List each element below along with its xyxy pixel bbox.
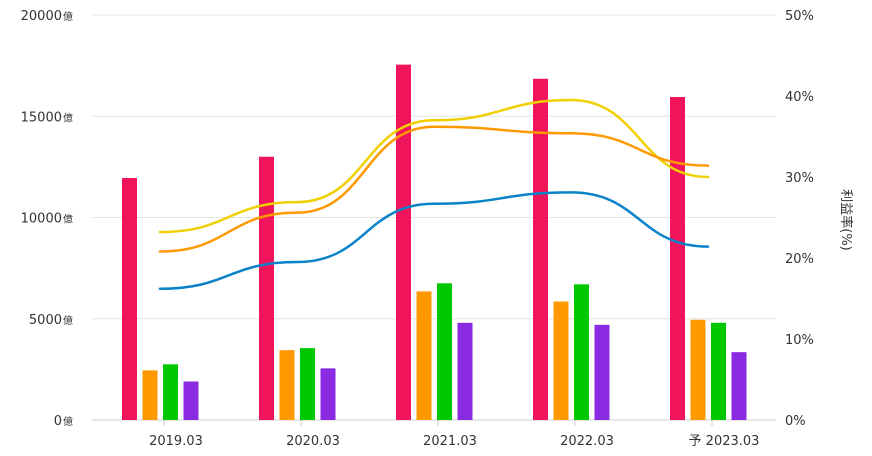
x-tick-label: 2019.03 (149, 434, 203, 449)
bar (122, 178, 137, 420)
bar (142, 370, 158, 420)
bar (553, 301, 569, 420)
bar (574, 284, 589, 420)
left-tick-unit: 億 (63, 111, 73, 124)
bar (594, 324, 610, 420)
bar (670, 97, 685, 420)
right-tick-label: 50% (785, 9, 814, 24)
x-tick-label: 予 2023.03 (689, 434, 760, 449)
line-series (158, 125, 710, 253)
bar (396, 64, 411, 421)
lines (158, 98, 710, 291)
bar (300, 348, 315, 420)
bar (711, 322, 726, 420)
left-tick-unit: 億 (63, 10, 73, 23)
left-tick-label: 10000 (21, 212, 62, 227)
bars (122, 64, 747, 421)
bar (533, 78, 548, 420)
left-tick-unit: 億 (63, 415, 73, 428)
bar (320, 368, 336, 420)
right-axis-label: 利益率(%) (838, 189, 854, 251)
right-tick-label: 20% (785, 252, 814, 267)
x-tick-label: 2022.03 (560, 434, 614, 449)
bar (163, 364, 178, 420)
bar (457, 322, 473, 420)
left-tick-unit: 億 (63, 314, 73, 327)
left-tick-label: 0 (54, 414, 62, 429)
bar (437, 283, 452, 420)
bar (690, 319, 706, 420)
bar (731, 352, 747, 420)
x-tick-label: 2021.03 (423, 434, 477, 449)
left-tick-label: 15000 (21, 110, 62, 125)
bar (279, 350, 295, 420)
line-series (158, 98, 710, 234)
line-series (158, 191, 710, 291)
left-tick-label: 20000 (21, 9, 62, 24)
bar (416, 291, 432, 420)
bar (183, 381, 199, 420)
right-tick-label: 30% (785, 171, 814, 186)
left-tick-unit: 億 (63, 213, 73, 226)
right-tick-label: 10% (785, 333, 814, 348)
left-tick-label: 5000 (29, 313, 62, 328)
right-tick-label: 40% (785, 90, 814, 105)
right-tick-label: 0% (785, 414, 806, 429)
bar (259, 156, 274, 420)
x-tick-label: 2020.03 (286, 434, 340, 449)
gridlines (92, 14, 776, 421)
